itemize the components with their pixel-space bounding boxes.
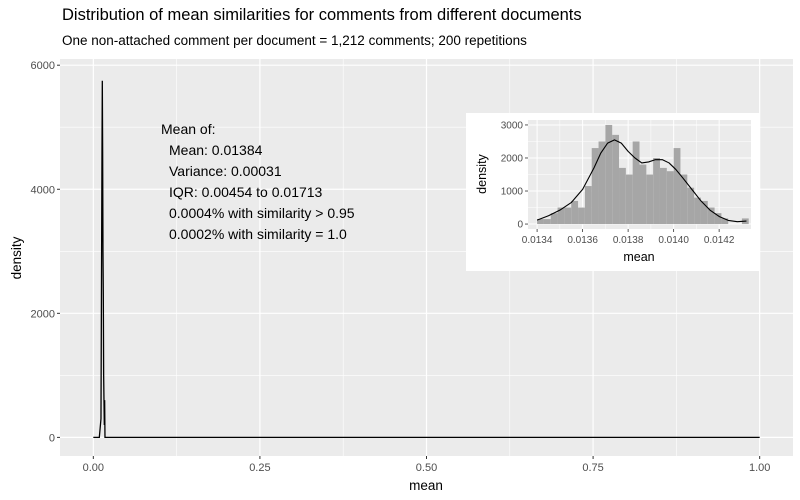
histogram-bar [625, 174, 633, 225]
histogram-bar [659, 167, 667, 225]
inset-x-tick-label: 0.0134 [522, 235, 553, 246]
x-tick-label: 0.50 [416, 462, 437, 474]
x-tick-label: 0.75 [582, 462, 603, 474]
main-x-axis: 0.00 0.25 0.50 0.75 1.00 [83, 456, 770, 474]
inset-x-axis-title: mean [623, 250, 654, 264]
chart-subtitle: One non-attached comment per document = … [62, 33, 527, 48]
histogram-bar [721, 218, 729, 225]
histogram-bar [646, 174, 654, 225]
x-tick-label: 0.00 [83, 462, 104, 474]
annotation-box: Mean of: Mean: 0.01384 Variance: 0.00031… [161, 121, 355, 242]
histogram-bar [619, 167, 626, 225]
histogram-bar [557, 207, 565, 225]
inset-y-tick-label: 3000 [501, 120, 524, 131]
inset-x-tick-label: 0.0136 [567, 235, 598, 246]
histogram-bar [687, 187, 695, 225]
inset-y-tick-label: 1000 [501, 187, 524, 198]
inset-x-axis: 0.0134 0.0136 0.0138 0.0140 0.0142 [522, 229, 735, 246]
inset-density-line [536, 139, 747, 223]
y-tick-label: 4000 [31, 184, 55, 196]
inset-histogram [537, 124, 749, 225]
histogram-bar [564, 207, 572, 225]
inset-y-tick-label: 0 [517, 220, 523, 231]
histogram-bar [612, 134, 620, 225]
histogram-bar [666, 171, 674, 225]
histogram-bar [632, 141, 640, 225]
annotation-mean: Mean: 0.01384 [169, 142, 263, 158]
histogram-bar [700, 200, 708, 225]
histogram-bar [707, 207, 715, 225]
y-tick-label: 6000 [31, 60, 55, 72]
histogram-bar [550, 213, 558, 225]
main-series [93, 80, 760, 439]
histogram-bar [591, 148, 599, 225]
histogram-bar [537, 219, 544, 225]
histogram-bar [673, 148, 681, 225]
annotation-heading: Mean of: [161, 121, 215, 137]
histogram-bar [694, 197, 701, 225]
annotation-iqr: IQR: 0.00454 to 0.01713 [169, 184, 323, 200]
density-line [93, 80, 760, 439]
main-y-axis-title: density [9, 236, 24, 279]
histogram-bar [578, 207, 585, 225]
histogram-bar [653, 157, 660, 225]
inset-y-axis-title: density [475, 153, 489, 193]
y-tick-label: 2000 [31, 308, 55, 320]
inset-chart: 0.0134 0.0136 0.0138 0.0140 0.0142 0 1000 2000… [466, 113, 760, 271]
histogram-bar [571, 200, 579, 225]
histogram-bar [680, 174, 688, 225]
annotation-pct-one: 0.0002% with similarity = 1.0 [169, 226, 347, 242]
annotation-variance: Variance: 0.00031 [169, 163, 282, 179]
histogram-bar [598, 141, 606, 225]
x-tick-label: 0.25 [249, 462, 270, 474]
inset-x-tick-label: 0.0142 [704, 235, 735, 246]
inset-x-tick-label: 0.0140 [658, 235, 689, 246]
inset-y-axis: 0 1000 2000 3000 [501, 120, 528, 231]
inset-x-tick-label: 0.0138 [613, 235, 644, 246]
chart-title: Distribution of mean similarities for co… [62, 6, 582, 24]
histogram-bar [714, 213, 722, 225]
y-tick-label: 0 [49, 432, 55, 444]
inset-density-curve [536, 139, 747, 223]
x-tick-label: 1.00 [749, 462, 770, 474]
main-x-axis-title: mean [409, 478, 443, 493]
histogram-bar [584, 186, 592, 225]
main-y-axis: 0 2000 4000 6000 [31, 60, 60, 444]
histogram-bar [543, 219, 551, 225]
annotation-pct-high: 0.0004% with similarity > 0.95 [169, 205, 355, 221]
inset-y-tick-label: 2000 [501, 153, 524, 164]
histogram-bar [639, 164, 647, 225]
histogram-bar [605, 124, 613, 225]
